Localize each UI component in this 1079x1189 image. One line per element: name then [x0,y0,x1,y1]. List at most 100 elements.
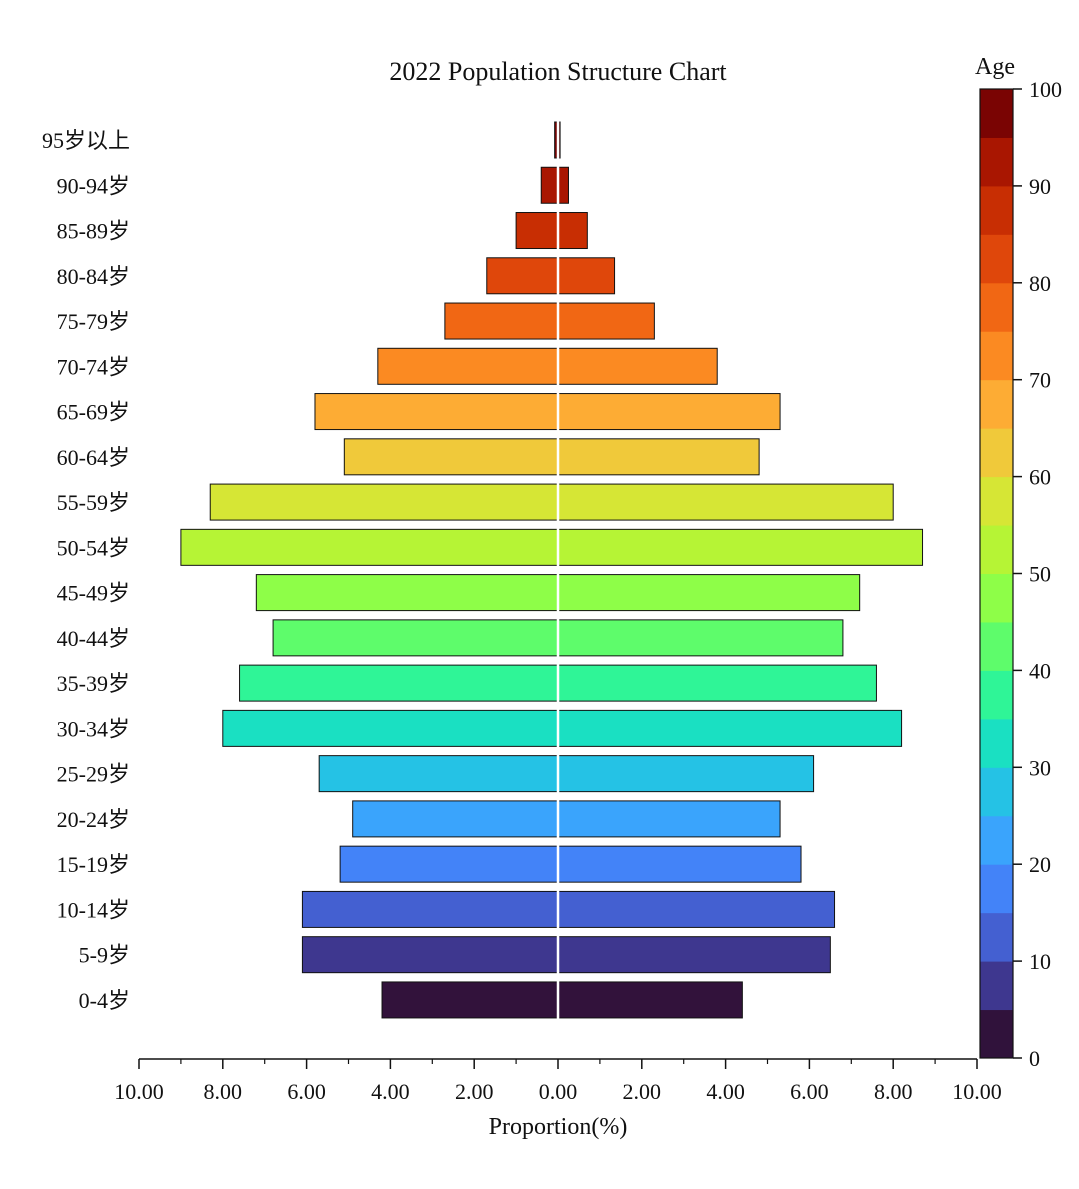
colorbar-tick-label: 50 [1029,562,1051,587]
bar-right-6 [557,709,903,747]
colorbar-segment [980,767,1013,817]
age-group-label: 25-29岁 [57,762,130,787]
bar-left-2 [301,890,559,928]
bar-left-3 [339,845,559,883]
age-group-label: 20-24岁 [57,807,130,832]
colorbar-segment [980,573,1013,623]
bar-left-0 [381,981,559,1019]
bar-left-9 [255,574,559,612]
bar-left-18 [540,166,559,204]
age-group-label: 70-74岁 [57,354,130,379]
bar-right-13 [557,393,781,431]
colorbar-segment [980,718,1013,768]
colorbar-title: Age [975,54,1015,80]
age-group-label: 0-4岁 [79,988,130,1013]
colorbar-segment [980,815,1013,865]
age-labels: 0-4岁 5-9岁 10-14岁 15-19岁 20-24岁 25-29岁 30-34岁 35… [42,128,130,1013]
age-group-label: 45-49岁 [57,581,130,606]
colorbar-segment [980,379,1013,429]
bar-right-14 [557,347,718,385]
bar-right-8 [557,619,844,657]
colorbar-segment [980,476,1013,526]
colorbar-tick-label: 70 [1029,368,1051,393]
bar-right-5 [557,755,815,793]
colorbar-segment [980,961,1013,1011]
age-group-label: 10-14岁 [57,897,130,922]
colorbar-segment [980,864,1013,914]
bar-right-18 [557,166,569,204]
colorbar-tick-label: 100 [1029,77,1062,102]
bar-right-12 [557,438,760,476]
x-tick-label: 0.00 [539,1079,578,1104]
age-group-label: 30-34岁 [57,716,130,741]
age-group-label: 75-79岁 [57,309,130,334]
x-tick-label: 6.00 [790,1079,829,1104]
age-group-label: 95岁以上 [42,128,130,153]
bar-right-1 [557,936,831,974]
bar-right-11 [557,483,894,521]
colorbar-segment [980,525,1013,574]
colorbar-tick-label: 90 [1029,174,1051,199]
bar-right-15 [557,302,655,340]
colorbar: 0 10 20 30 40 50 60 70 80 90 100 [979,77,1062,1071]
bar-left-14 [377,347,559,385]
age-group-label: 90-94岁 [57,173,130,198]
colorbar-segment [980,1009,1013,1059]
bar-right-10 [557,528,924,566]
age-group-label: 80-84岁 [57,264,130,289]
bar-right-7 [557,664,877,702]
bar-right-0 [557,981,743,1019]
x-tick-label: 8.00 [204,1079,243,1104]
x-axis: 10.00 8.00 6.00 4.00 2.00 0.00 2.00 4.00 6.00 8.0… [114,1058,1002,1104]
bar-left-13 [314,393,559,431]
age-group-label: 60-64岁 [57,445,130,470]
bar-left-12 [343,438,559,476]
chart-title: 2022 Population Structure Chart [389,57,727,86]
age-group-label: 40-44岁 [57,626,130,651]
age-group-label: 35-39岁 [57,671,130,696]
x-tick-label: 2.00 [455,1079,494,1104]
bar-left-1 [301,936,559,974]
colorbar-segment [980,670,1013,720]
colorbar-segment [980,89,1013,138]
colorbar-tick-label: 30 [1029,755,1051,780]
colorbar-segment [980,428,1013,478]
colorbar-tick-label: 60 [1029,465,1051,490]
colorbar-tick-label: 20 [1029,852,1051,877]
colorbar-segment [980,185,1013,235]
x-tick-label: 8.00 [874,1079,913,1104]
bar-left-10 [180,528,559,566]
bar-right-9 [557,574,861,612]
colorbar-tick-label: 10 [1029,949,1051,974]
x-tick-label: 6.00 [287,1079,326,1104]
x-axis-label: Proportion(%) [489,1114,628,1140]
x-tick-label: 4.00 [371,1079,410,1104]
bar-right-17 [557,212,588,250]
bar-left-8 [272,619,559,657]
colorbar-segment [980,234,1013,284]
bar-right-3 [557,845,802,883]
bar-left-6 [222,709,559,747]
bar-left-15 [444,302,559,340]
colorbar-tick-label: 0 [1029,1046,1040,1071]
colorbar-segment [980,912,1013,962]
bar-left-4 [352,800,559,838]
age-group-label: 55-59岁 [57,490,130,515]
colorbar-segment [980,137,1013,187]
bar-left-5 [318,755,559,793]
colorbar-segment [980,331,1013,381]
bar-right-16 [557,257,616,295]
bar-left-16 [486,257,559,295]
colorbar-tick-label: 40 [1029,658,1051,683]
x-tick-label: 4.00 [706,1079,745,1104]
x-tick-label: 10.00 [114,1079,164,1104]
age-group-label: 5-9岁 [79,943,130,968]
age-group-label: 85-89岁 [57,219,130,244]
age-group-label: 65-69岁 [57,400,130,425]
bar-left-7 [239,664,559,702]
age-group-label: 15-19岁 [57,852,130,877]
bars-layer [180,120,924,1020]
x-tick-label: 2.00 [623,1079,662,1104]
colorbar-segment [980,621,1013,671]
